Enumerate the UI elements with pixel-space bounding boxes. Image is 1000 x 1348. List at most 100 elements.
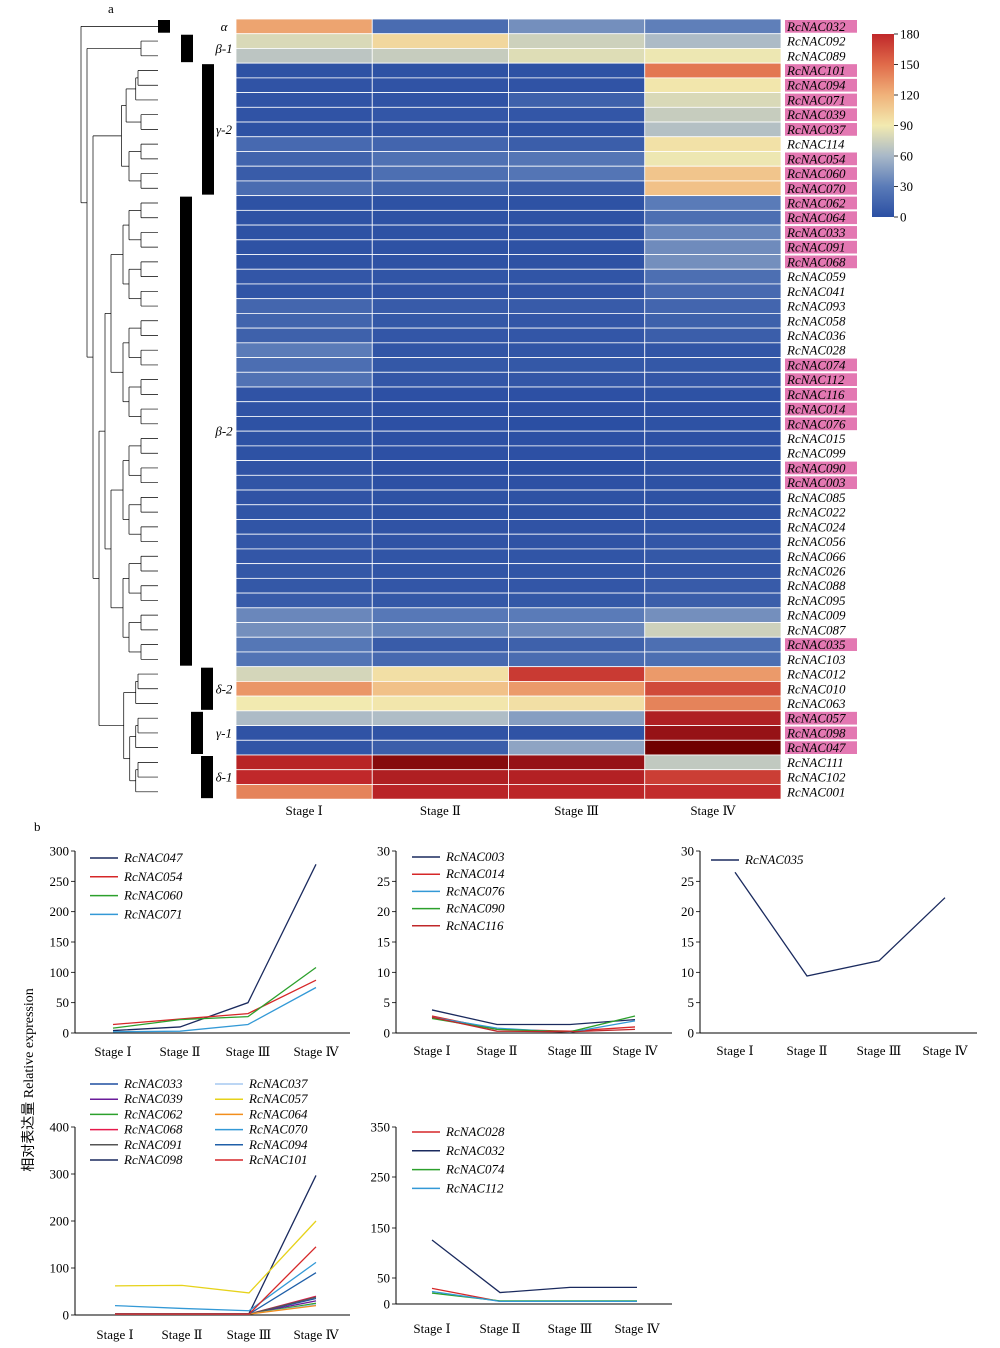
series-line <box>115 1246 317 1315</box>
colorbar: 0 30 60 90 120 150 180 <box>872 27 920 225</box>
gene-label: RcNAC022 <box>786 505 846 520</box>
heatmap-cell <box>235 386 373 403</box>
heatmap-cell <box>644 165 782 182</box>
colorbar-tick-label: 60 <box>900 149 913 164</box>
heatmap-cell <box>644 18 782 35</box>
line-chart-panel: 0 5 10 15 20 25 30 Stage Ⅰ Stage Ⅱ Stage Ⅲ Stage Ⅳ… <box>681 844 977 1058</box>
legend-label: RcNAC057 <box>248 1091 308 1106</box>
gene-label-highlight <box>785 167 857 180</box>
heatmap-cell <box>644 577 782 594</box>
gene-label-highlight <box>785 226 857 239</box>
heatmap-cell <box>371 666 509 682</box>
x-tick-label: Stage Ⅳ <box>293 1327 339 1342</box>
heatmap-cell <box>644 357 782 373</box>
heatmap-cell <box>235 151 373 167</box>
heatmap-cell <box>644 563 782 579</box>
panel-a-letter: a <box>108 1 114 16</box>
gene-label: RcNAC088 <box>786 578 846 593</box>
heatmap-cell <box>371 180 509 197</box>
gene-label: RcNAC092 <box>786 34 846 49</box>
gene-label: RcNAC098 <box>786 725 846 740</box>
heatmap-cell <box>508 180 646 197</box>
heatmap-cell <box>644 519 782 535</box>
heatmap-cell <box>371 401 509 417</box>
gene-label: RcNAC024 <box>786 519 846 534</box>
heatmap-cell <box>644 401 782 417</box>
heatmap-cell <box>644 239 782 255</box>
y-tick-label: 200 <box>50 904 70 919</box>
heatmap-cell <box>508 607 646 623</box>
legend-label: RcNAC091 <box>123 1137 183 1152</box>
gene-label-highlight <box>785 741 857 754</box>
heatmap-cell <box>371 239 509 255</box>
heatmap-cell <box>235 327 373 344</box>
gene-label: RcNAC037 <box>786 122 846 137</box>
gene-label: RcNAC068 <box>786 254 846 269</box>
heatmap-cell <box>508 474 646 491</box>
heatmap-cell <box>508 151 646 167</box>
heatmap-cell <box>644 77 782 93</box>
gene-label: RcNAC014 <box>786 402 846 417</box>
heatmap-cell <box>508 636 646 653</box>
heatmap-cell <box>235 121 373 138</box>
heatmap-cell <box>235 710 373 726</box>
heatmap-cell <box>235 18 373 35</box>
group-bar <box>191 711 203 754</box>
gene-label: RcNAC003 <box>786 475 846 490</box>
heatmap-cell <box>644 151 782 167</box>
gene-label: RcNAC114 <box>786 137 845 152</box>
group-bar <box>181 34 193 63</box>
gene-label-highlight <box>785 78 857 92</box>
heatmap-cell <box>371 268 509 285</box>
gene-label: RcNAC001 <box>786 784 846 799</box>
heatmap-cell <box>644 298 782 314</box>
heatmap-cell <box>644 592 782 609</box>
heatmap-cell <box>644 136 782 152</box>
x-tick-label: Stage Ⅳ <box>293 1044 339 1059</box>
heatmap-cell <box>371 342 509 358</box>
heatmap-cell <box>235 416 373 432</box>
heatmap-cell <box>508 283 646 300</box>
group-label: α <box>221 19 229 34</box>
gene-label-highlight <box>785 196 857 210</box>
gene-label-highlight <box>785 240 857 254</box>
heatmap-cell <box>235 754 373 771</box>
heatmap-cell <box>644 209 782 226</box>
gene-label: RcNAC085 <box>786 490 846 505</box>
heatmap-cell <box>371 636 509 653</box>
heatmap-cell <box>235 784 373 800</box>
colorbar-tick-label: 90 <box>900 118 913 133</box>
heatmap-cell <box>508 563 646 579</box>
gene-label-highlight <box>785 373 857 386</box>
gene-label: RcNAC089 <box>786 48 846 63</box>
heatmap-cell <box>235 224 373 241</box>
heatmap-cell <box>508 106 646 123</box>
heatmap-cell <box>508 739 646 756</box>
heatmap-cell <box>644 725 782 741</box>
x-tick-label: Stage Ⅱ <box>160 1044 201 1059</box>
heatmap-cell <box>371 283 509 300</box>
series-line <box>431 1290 637 1303</box>
panel-b-ylabel: 相对表达量 Relative expression <box>21 988 37 1172</box>
heatmap-cell <box>235 48 373 64</box>
x-tick-label: Stage Ⅲ <box>227 1327 272 1342</box>
heatmap-cell <box>371 165 509 182</box>
heatmap-cell <box>644 386 782 403</box>
heatmap-cell <box>508 357 646 373</box>
y-tick-label: 150 <box>371 1221 391 1236</box>
gene-label-highlight <box>785 711 857 725</box>
heatmap-cell <box>371 504 509 520</box>
gene-label-highlight <box>785 726 857 740</box>
x-tick-label: Stage Ⅱ <box>162 1327 203 1342</box>
heatmap-cell <box>371 474 509 491</box>
gene-label: RcNAC010 <box>786 681 846 696</box>
heatmap-cell <box>235 77 373 93</box>
panel-b-letter: b <box>34 819 41 834</box>
heatmap-cell <box>644 371 782 388</box>
heatmap-cell <box>235 725 373 741</box>
heatmap-cell <box>508 754 646 771</box>
heatmap-cell <box>235 209 373 226</box>
heatmap-cell <box>508 548 646 565</box>
heatmap-cell <box>644 504 782 520</box>
heatmap-cell <box>644 106 782 123</box>
